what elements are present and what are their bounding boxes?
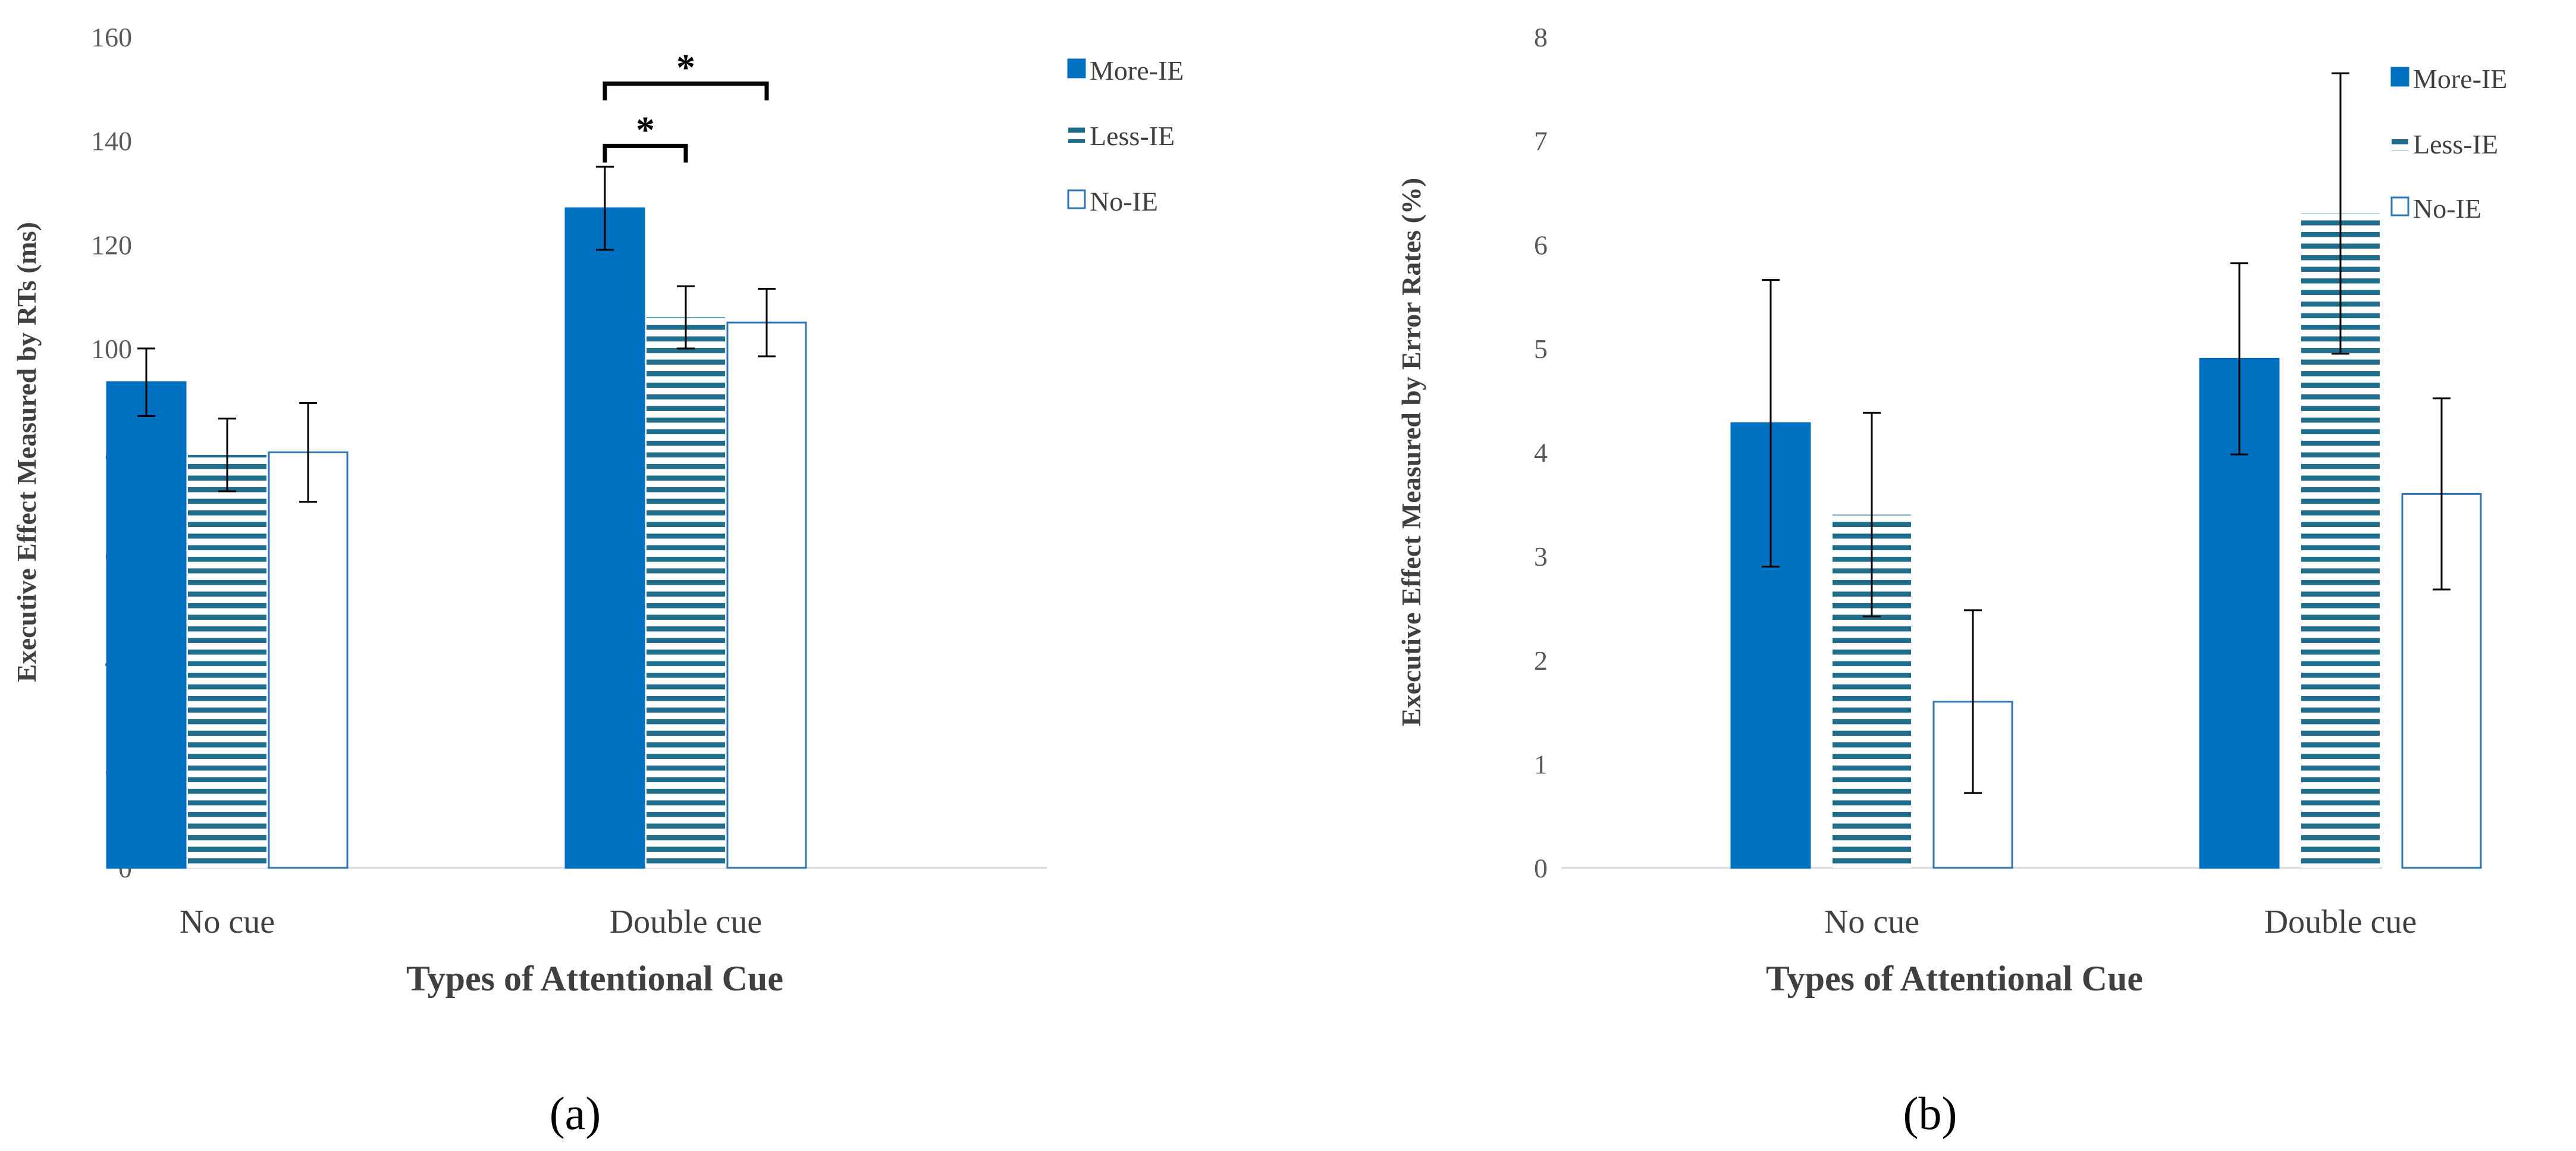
y-tick-label: 4 bbox=[1534, 438, 1548, 468]
y-tick-label: 2 bbox=[1534, 645, 1548, 676]
significance-star: * bbox=[636, 108, 655, 150]
legend-entry: More-IE bbox=[1090, 55, 1184, 86]
legend-swatch bbox=[1067, 58, 1086, 79]
bar bbox=[647, 317, 725, 868]
panel-label-a: (a) bbox=[550, 1087, 601, 1139]
legend-swatch bbox=[2390, 196, 2409, 217]
bar bbox=[268, 451, 349, 869]
y-tick-label: 0 bbox=[1534, 853, 1548, 883]
significance-star: * bbox=[676, 46, 695, 89]
bar bbox=[564, 207, 645, 869]
legend-entry: Less-IE bbox=[1090, 121, 1175, 151]
x-axis-title: Types of Attentional Cue bbox=[1766, 959, 2143, 998]
y-tick-label: 160 bbox=[91, 22, 132, 52]
y-tick-label: 5 bbox=[1534, 334, 1548, 364]
x-category-label: No cue bbox=[180, 904, 275, 940]
legend-entry: More-IE bbox=[2413, 64, 2507, 94]
x-axis-title: Types of Attentional Cue bbox=[406, 959, 783, 998]
y-tick-label: 8 bbox=[1534, 22, 1548, 52]
panel-label-b: (b) bbox=[1903, 1087, 1957, 1139]
legend-swatch bbox=[1067, 189, 1086, 209]
legend-swatch bbox=[2392, 133, 2408, 151]
bar bbox=[106, 381, 187, 869]
bar bbox=[726, 321, 807, 869]
x-category-label: Double cue bbox=[610, 904, 763, 940]
significance-bracket bbox=[603, 81, 769, 101]
legend-swatch bbox=[1068, 125, 1085, 143]
y-tick-label: 120 bbox=[91, 230, 132, 260]
significance-bracket bbox=[603, 143, 688, 163]
y-tick-label: 7 bbox=[1534, 126, 1548, 156]
y-axis-title: Executive Effect Measured by RTs (ms) bbox=[11, 222, 42, 682]
legend-entry: No-IE bbox=[2413, 193, 2481, 224]
x-category-label: No cue bbox=[1824, 904, 1919, 940]
y-tick-label: 3 bbox=[1534, 541, 1548, 572]
y-tick-label: 1 bbox=[1534, 749, 1548, 779]
x-category-label: Double cue bbox=[2264, 904, 2417, 940]
legend-swatch bbox=[2390, 67, 2409, 87]
legend-entry: Less-IE bbox=[2413, 129, 2498, 159]
chart-panel-b: 0 1 2 3 4 5 6 7 8 No cue Double cue Types of Attent… bbox=[1396, 22, 2507, 998]
y-tick-label: 6 bbox=[1534, 230, 1548, 260]
y-tick-label: 140 bbox=[91, 126, 132, 156]
legend-entry: No-IE bbox=[1090, 186, 1158, 217]
y-tick-label: 100 bbox=[91, 334, 132, 364]
bar bbox=[188, 454, 266, 868]
y-axis-title: Executive Effect Measured by Error Rates… bbox=[1396, 178, 1426, 726]
